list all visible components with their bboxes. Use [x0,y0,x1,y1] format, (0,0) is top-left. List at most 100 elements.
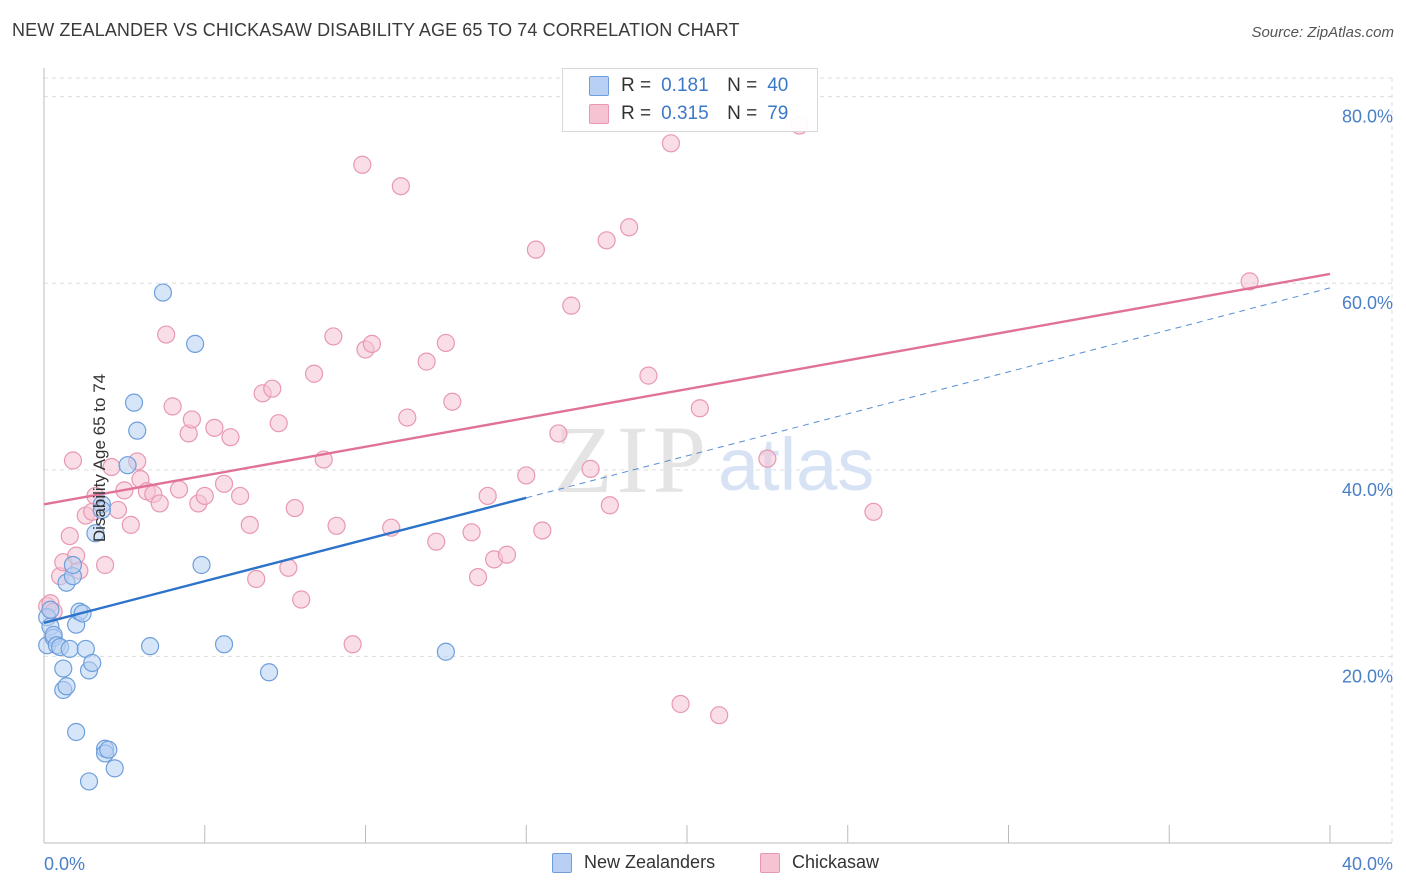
chickasaw-point [221,428,240,447]
chickasaw-point [205,418,224,437]
chickasaw-point [108,500,128,520]
y-tick-label: 20.0% [1342,666,1393,686]
chickasaw-point [864,502,883,521]
trend-lines [43,272,1331,624]
axes [43,68,1392,844]
watermark: ZIP atlas [554,406,874,513]
new-zealanders-point [153,283,173,302]
legend-r-value: 0.181 [661,75,709,96]
chickasaw-point [324,327,343,346]
series-legend-new-zealanders[interactable]: New Zealanders [552,852,715,873]
chickasaw-point [182,410,201,429]
chickasaw-point [163,397,182,416]
new-zealanders-points [38,283,455,791]
chickasaw-point [1240,272,1259,291]
legend-n-label: N = [727,103,758,124]
y-tick-label: 80.0% [1342,107,1393,127]
series-label: Chickasaw [792,852,880,872]
chickasaw-point [353,155,372,174]
chickasaw-point [362,334,382,353]
new-zealanders-point [54,659,73,678]
series-legend-chickasaw[interactable]: Chickasaw [760,852,879,873]
legend-r-label: R = [621,103,652,124]
y-tick-label: 60.0% [1342,293,1393,313]
chickasaw-point [263,379,282,398]
chickasaw-point [661,134,681,153]
x-tick-label: 40.0% [1342,854,1393,874]
new-zealanders-point [92,500,111,520]
new-zealanders-point [63,555,83,575]
chickasaw-point [758,449,777,468]
new-zealanders-point [99,740,118,759]
chickasaw-point [269,414,288,433]
chickasaw-point [478,486,497,506]
legend-n-label: N = [727,75,758,96]
chickasaw-point [169,480,189,499]
chickasaw-point [285,498,304,518]
new-zealanders-point [83,653,102,673]
chart-title: NEW ZEALANDER VS CHICKASAW DISABILITY AG… [12,20,740,40]
chickasaw-point [240,515,259,534]
new-zealanders-point [60,639,79,659]
legend-r-label: R = [621,75,652,96]
legend-n-value: 40 [767,75,789,96]
new-zealanders-point [41,600,60,619]
series-label: New Zealanders [584,852,716,872]
chickasaw-point [468,568,488,587]
chickasaw-point [443,392,462,411]
chickasaw-point [417,352,436,371]
new-zealanders-point [128,421,147,440]
legend-n-value: 79 [767,103,789,124]
chickasaw-point [597,231,616,250]
chickasaw-point [391,177,410,196]
chickasaw-point [462,523,481,542]
new-zealanders-point [214,635,234,654]
chickasaw-point [710,706,729,725]
chickasaw-point [63,451,83,470]
x-tick-label: 0.0% [44,854,85,874]
new-zealanders-point [192,555,211,575]
chickasaw-point [292,590,311,609]
chickasaw-point [398,408,417,427]
series-swatch-blue [552,852,572,873]
chickasaw-point [581,459,600,478]
watermark-atlas: atlas [718,423,874,506]
new-zealanders-point [124,393,144,412]
legend-swatch-pink [589,104,609,124]
new-zealanders-point [436,642,455,661]
new-zealanders-point [57,677,76,696]
correlation-legend: R = 0.181 N = 40 R = 0.315 N = 79 [562,68,818,132]
legend-row-new-zealanders: R = 0.181 N = 40 [589,73,788,99]
chickasaw-point [343,635,362,654]
chickasaw-point [231,486,250,506]
series-swatch-pink [760,852,780,873]
new-zealanders-point [79,772,99,791]
chickasaw-point [60,526,79,546]
chickasaw-point [157,325,176,344]
chickasaw-point [526,240,545,259]
chickasaw-point [195,486,214,506]
chickasaw-point [549,424,568,443]
series-legend: New Zealanders Chickasaw [0,852,1406,878]
trend-line-new-zealanders [43,496,527,624]
watermark-zip: ZIP [554,406,710,513]
chickasaw-point [304,364,324,383]
trend-line-chickasaw [43,272,1331,506]
y-tick-label: 40.0% [1342,480,1393,500]
chickasaw-point [95,555,115,575]
chickasaw-point [671,694,690,714]
new-zealanders-point [186,334,205,353]
tick-labels: 20.0% 40.0% 60.0% 80.0% 0.0% 40.0% [44,107,1393,874]
chickasaw-point [436,333,455,353]
chickasaw-point [620,218,639,237]
chickasaw-point [639,366,658,385]
chickasaw-point [497,545,517,564]
chickasaw-point [600,496,619,515]
new-zealanders-point [118,456,137,475]
chickasaw-point [533,521,552,540]
new-zealanders-point [67,722,86,742]
source-label: Source: ZipAtlas.com [1251,24,1394,41]
chickasaw-point [247,569,266,589]
y-axis-label: Disability Age 65 to 74 [90,373,110,543]
